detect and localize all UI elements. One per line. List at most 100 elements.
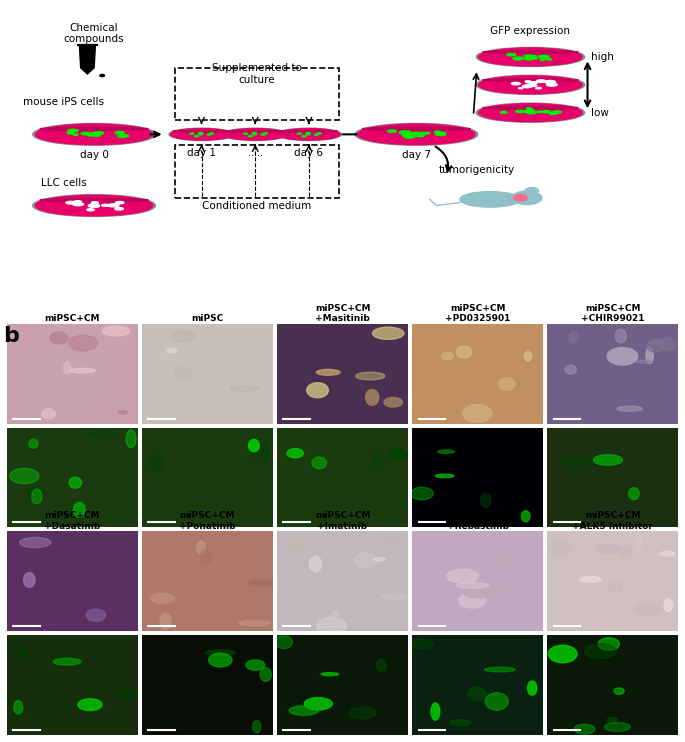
Ellipse shape (73, 203, 84, 206)
Text: LLC cells: LLC cells (41, 177, 87, 188)
Ellipse shape (20, 537, 51, 548)
Title: miPSC+CM
+Rebastinib: miPSC+CM +Rebastinib (447, 511, 508, 531)
Ellipse shape (476, 75, 584, 94)
Circle shape (100, 74, 105, 76)
Ellipse shape (87, 209, 95, 211)
Ellipse shape (33, 123, 155, 145)
Ellipse shape (173, 131, 230, 132)
Ellipse shape (81, 132, 90, 135)
Ellipse shape (10, 468, 39, 484)
Ellipse shape (349, 707, 376, 719)
Text: day 6: day 6 (295, 148, 323, 158)
Ellipse shape (260, 668, 271, 681)
Ellipse shape (565, 365, 577, 374)
Ellipse shape (304, 697, 332, 710)
Ellipse shape (68, 335, 98, 351)
Ellipse shape (527, 681, 537, 695)
Circle shape (525, 188, 538, 194)
Ellipse shape (598, 637, 619, 650)
Ellipse shape (416, 132, 425, 134)
Ellipse shape (275, 636, 292, 649)
Ellipse shape (115, 208, 123, 210)
Ellipse shape (33, 194, 155, 217)
Ellipse shape (525, 56, 533, 58)
Ellipse shape (542, 111, 551, 113)
Ellipse shape (175, 367, 192, 382)
Ellipse shape (227, 131, 284, 132)
Ellipse shape (53, 658, 81, 665)
Ellipse shape (321, 673, 338, 676)
Ellipse shape (383, 536, 403, 548)
Title: miPSC+CM
+Masitinib: miPSC+CM +Masitinib (314, 304, 371, 324)
Ellipse shape (87, 134, 92, 136)
Ellipse shape (94, 131, 102, 134)
Ellipse shape (647, 340, 664, 352)
Ellipse shape (249, 580, 279, 585)
Ellipse shape (538, 56, 549, 58)
Title: miPSC: miPSC (191, 315, 223, 324)
Ellipse shape (356, 372, 385, 380)
Ellipse shape (263, 133, 267, 134)
Ellipse shape (171, 128, 232, 140)
Ellipse shape (551, 112, 558, 114)
Ellipse shape (316, 617, 347, 634)
Ellipse shape (307, 383, 328, 398)
Ellipse shape (210, 133, 214, 134)
Ellipse shape (36, 195, 153, 216)
Ellipse shape (287, 449, 303, 458)
Text: b: b (3, 326, 19, 347)
Text: day 0: day 0 (79, 150, 108, 160)
Ellipse shape (521, 510, 530, 522)
Ellipse shape (547, 59, 552, 60)
Title: miPSC+CM
+PD0325901: miPSC+CM +PD0325901 (445, 304, 510, 324)
Ellipse shape (250, 440, 259, 456)
Ellipse shape (525, 58, 532, 60)
Ellipse shape (500, 111, 507, 114)
Ellipse shape (486, 580, 508, 593)
Ellipse shape (435, 474, 454, 478)
Ellipse shape (434, 131, 441, 133)
Ellipse shape (664, 599, 673, 611)
Ellipse shape (476, 47, 584, 67)
Ellipse shape (230, 386, 260, 392)
Ellipse shape (200, 550, 211, 565)
Ellipse shape (481, 493, 491, 508)
Ellipse shape (14, 700, 23, 714)
Ellipse shape (525, 81, 531, 82)
Ellipse shape (402, 134, 413, 137)
Ellipse shape (607, 718, 617, 723)
Ellipse shape (424, 132, 429, 134)
Ellipse shape (280, 131, 338, 132)
Ellipse shape (91, 202, 99, 203)
Ellipse shape (262, 444, 269, 461)
Ellipse shape (464, 588, 497, 598)
Title: miPSC+CM: miPSC+CM (45, 315, 100, 324)
Ellipse shape (403, 135, 414, 138)
Ellipse shape (224, 128, 286, 140)
Ellipse shape (239, 620, 271, 626)
Circle shape (514, 194, 527, 201)
Ellipse shape (17, 649, 27, 660)
Text: tumorigenicity: tumorigenicity (438, 165, 515, 175)
Ellipse shape (377, 660, 386, 672)
Ellipse shape (438, 450, 455, 453)
Ellipse shape (527, 56, 537, 58)
Ellipse shape (436, 133, 446, 136)
Ellipse shape (150, 593, 174, 603)
Ellipse shape (483, 79, 578, 82)
Ellipse shape (536, 111, 542, 113)
Ellipse shape (522, 85, 531, 88)
Ellipse shape (190, 133, 194, 134)
Ellipse shape (646, 347, 653, 364)
Ellipse shape (536, 80, 546, 82)
Title: miPSC+CM
+Imatinib: miPSC+CM +Imatinib (314, 511, 371, 531)
Ellipse shape (460, 191, 521, 207)
Ellipse shape (195, 136, 199, 137)
Ellipse shape (513, 57, 523, 60)
Ellipse shape (374, 453, 382, 470)
Ellipse shape (88, 204, 99, 207)
Ellipse shape (317, 133, 321, 134)
Text: mouse iPS cells: mouse iPS cells (23, 97, 104, 107)
Ellipse shape (523, 85, 533, 88)
Ellipse shape (421, 133, 425, 134)
